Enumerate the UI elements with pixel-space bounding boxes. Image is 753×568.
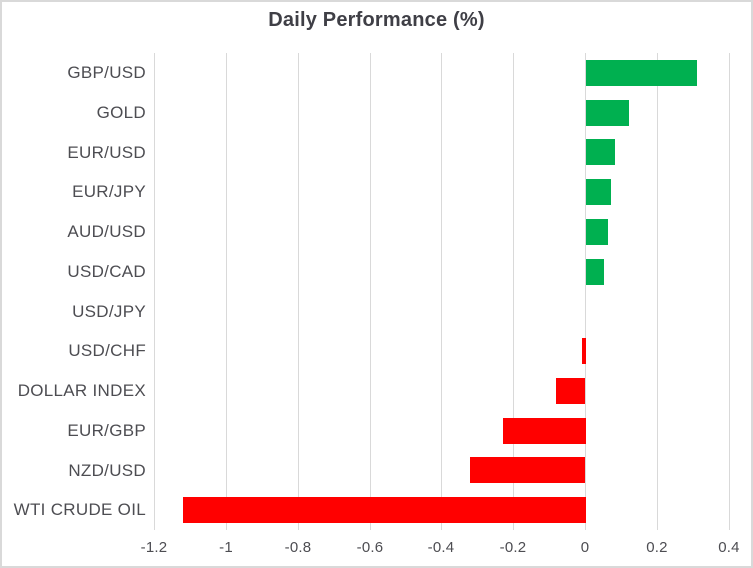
- gridline: [585, 53, 586, 530]
- bar: [183, 497, 586, 523]
- gridline: [729, 53, 730, 530]
- bar: [586, 259, 604, 285]
- x-tick-label: -0.4: [427, 539, 455, 556]
- gridline: [441, 53, 442, 530]
- gridline: [657, 53, 658, 530]
- x-tick-label: -0.8: [284, 539, 312, 556]
- gridline: [298, 53, 299, 530]
- x-tick-label: -1: [219, 539, 233, 556]
- gridline: [370, 53, 371, 530]
- bar: [470, 457, 585, 483]
- category-label: WTI CRUDE OIL: [13, 500, 146, 519]
- category-label: USD/CAD: [67, 262, 146, 281]
- category-label: EUR/USD: [67, 143, 146, 162]
- gridline: [154, 53, 155, 530]
- category-label: GBP/USD: [67, 63, 146, 82]
- x-tick-label: -0.6: [356, 539, 384, 556]
- x-tick-label: 0.2: [646, 539, 668, 556]
- plot-area: [154, 53, 730, 530]
- x-tick-label: -1.2: [140, 539, 168, 556]
- bar: [586, 219, 608, 245]
- x-tick-label: 0: [580, 539, 590, 556]
- bar: [586, 179, 611, 205]
- bar: [586, 60, 697, 86]
- bar: [586, 139, 615, 165]
- category-label: DOLLAR INDEX: [17, 381, 146, 400]
- x-tick-label: -0.2: [499, 539, 527, 556]
- category-label: EUR/JPY: [72, 182, 146, 201]
- x-tick-label: 0.4: [718, 539, 740, 556]
- bar: [556, 378, 585, 404]
- bar: [586, 100, 629, 126]
- category-label: EUR/GBP: [67, 421, 146, 440]
- gridline: [226, 53, 227, 530]
- category-label: USD/CHF: [68, 341, 146, 360]
- bar: [582, 338, 586, 364]
- category-label: GOLD: [96, 103, 146, 122]
- bar: [503, 418, 586, 444]
- category-label: USD/JPY: [72, 302, 146, 321]
- chart-title: Daily Performance (%): [268, 9, 485, 31]
- category-label: NZD/USD: [68, 461, 146, 480]
- gridline: [513, 53, 514, 530]
- category-label: AUD/USD: [67, 222, 146, 241]
